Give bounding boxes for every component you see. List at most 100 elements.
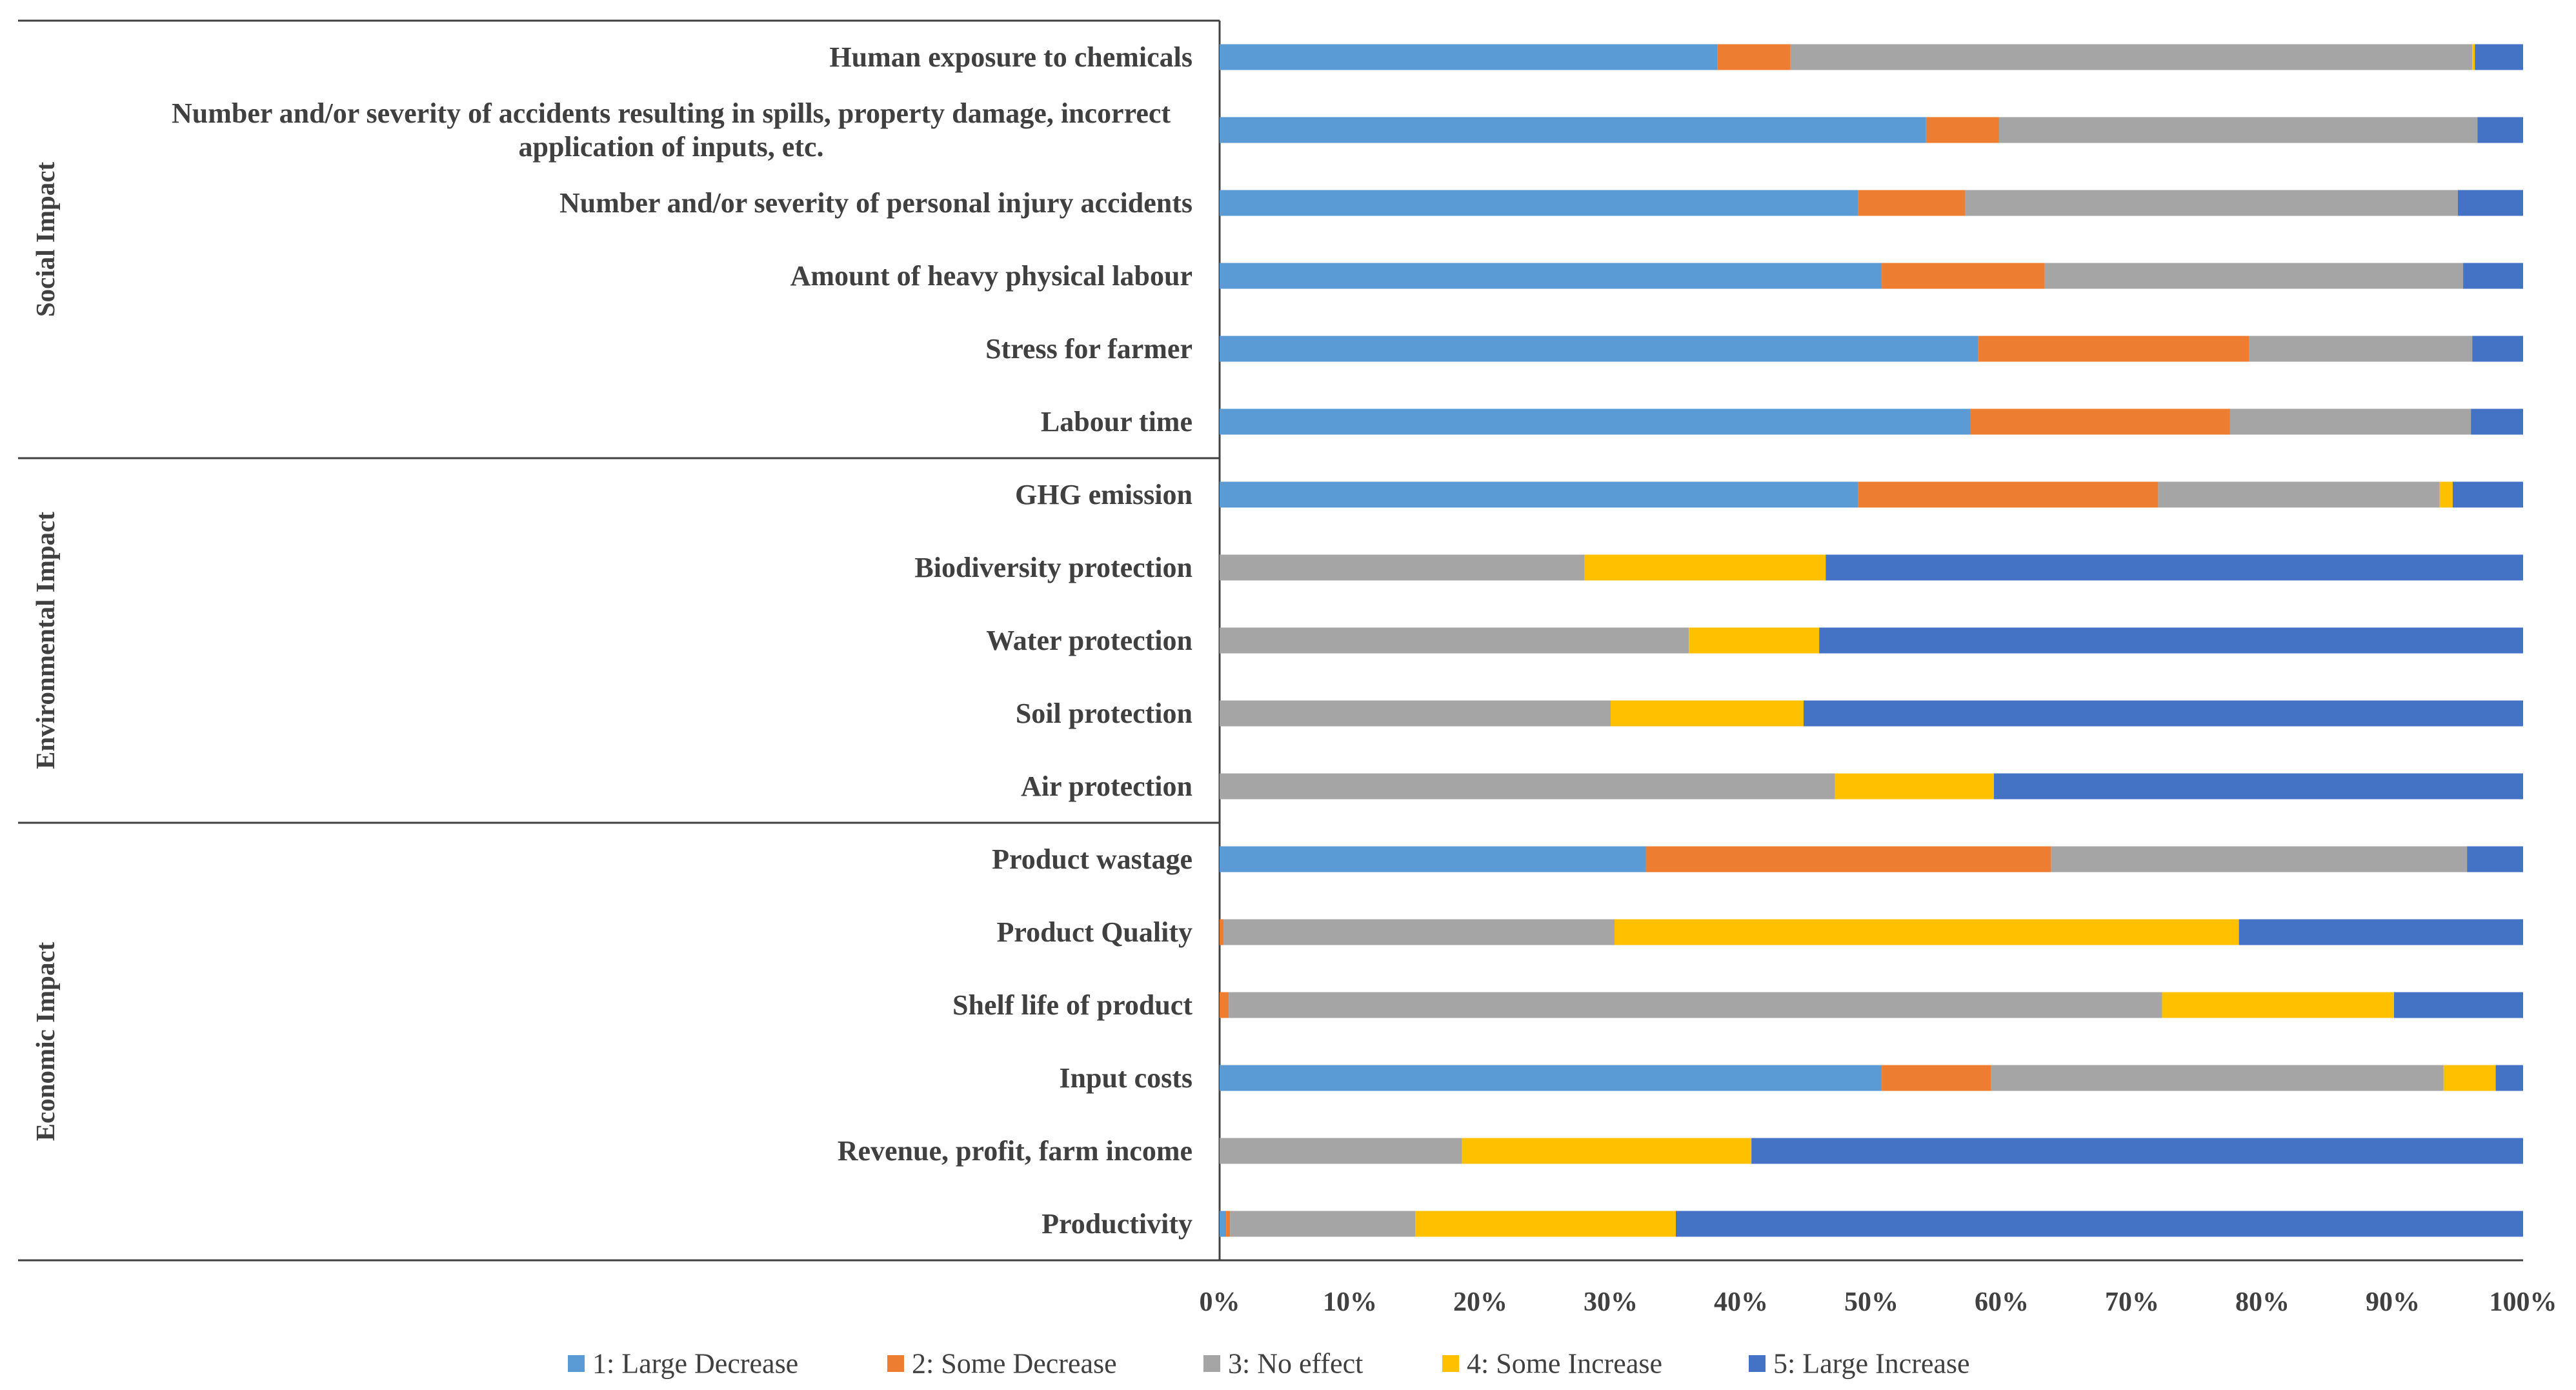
bar-segment [2467, 846, 2523, 872]
bar-segment [1220, 846, 1646, 872]
bar-segment [1584, 554, 1826, 581]
category-label: Number and/or severity of accidents resu… [172, 97, 1171, 129]
bar-segment [1230, 1211, 1415, 1237]
bar-segment [1991, 1065, 2444, 1091]
category-label: Product wastage [992, 843, 1192, 875]
bar-segment [2394, 992, 2523, 1018]
legend-swatch [568, 1355, 585, 1372]
group-label: Economic Impact [30, 942, 60, 1141]
bar-segment [2477, 117, 2523, 143]
bar-segment [1462, 1138, 1752, 1164]
legend-label: 1: Large Decrease [592, 1348, 798, 1380]
bar-segment [1717, 44, 1791, 70]
bar-segment [1220, 117, 1926, 143]
category-label: Labour time [1041, 406, 1192, 438]
bar-segment [2229, 408, 2471, 435]
legend-swatch [1442, 1355, 1459, 1372]
bar-segment [1223, 919, 1615, 945]
legend-label: 4: Some Increase [1467, 1348, 1662, 1380]
bar-segment [1220, 336, 1978, 362]
bar-segment [1220, 44, 1718, 70]
category-label: Shelf life of product [952, 989, 1192, 1021]
bar-segment [1220, 554, 1585, 581]
bar-segment [1858, 190, 1966, 216]
bar-segment [1611, 700, 1804, 727]
x-tick-label: 10% [1323, 1287, 1377, 1317]
bar-segment [1965, 190, 2458, 216]
bar-segment [1676, 1211, 2523, 1237]
category-label: Human exposure to chemicals [829, 41, 1192, 73]
category-label: Productivity [1041, 1208, 1192, 1240]
category-label: Number and/or severity of personal injur… [559, 187, 1192, 219]
bar-segment [1882, 263, 2045, 289]
bar-segment [2495, 1065, 2523, 1091]
bar-segment [1220, 992, 1229, 1018]
x-tick-label: 0% [1200, 1287, 1240, 1317]
bar-segment [1835, 773, 1994, 800]
bar-segment [1645, 846, 2051, 872]
bar-segment [1615, 919, 2239, 945]
x-tick-label: 90% [2366, 1287, 2420, 1317]
x-tick-label: 80% [2235, 1287, 2289, 1317]
bar-segment [1415, 1211, 1676, 1237]
category-label: Soil protection [1016, 698, 1192, 729]
x-tick-label: 60% [1975, 1287, 2029, 1317]
x-tick-label: 50% [1844, 1287, 1898, 1317]
x-tick-label: 70% [2105, 1287, 2159, 1317]
bar-segment [2471, 408, 2523, 435]
bar-segment [2475, 44, 2523, 70]
bar-segment [2443, 1065, 2496, 1091]
bar-segment [1220, 408, 1971, 435]
bar-segment [1226, 1211, 1231, 1237]
bar-segment [2463, 263, 2523, 289]
category-label: Amount of heavy physical labour [790, 260, 1192, 292]
bar-segment [1220, 481, 1858, 508]
bar-segment [1220, 627, 1689, 654]
category-label: Product Quality [996, 916, 1192, 948]
category-label: Revenue, profit, farm income [838, 1135, 1192, 1167]
bar-segment [1819, 627, 2523, 654]
bar-segment [2458, 190, 2523, 216]
bar-segment [2158, 481, 2440, 508]
bar-segment [1751, 1138, 2523, 1164]
bar-segment [1970, 408, 2230, 435]
bar-segment [2044, 263, 2464, 289]
bar-segment [1790, 44, 2473, 70]
group-label: Social Impact [30, 162, 60, 317]
bar-segment [1882, 1065, 1991, 1091]
bar-segment [1998, 117, 2478, 143]
bar-segment [1826, 554, 2523, 581]
group-label: Environmental Impact [30, 512, 60, 769]
legend-label: 5: Large Increase [1773, 1348, 1970, 1380]
bar-segment [1220, 263, 1882, 289]
legend-swatch [1749, 1355, 1766, 1372]
bar-segment [2472, 44, 2475, 70]
bar-segment [1229, 992, 2162, 1018]
legend-label: 2: Some Decrease [912, 1348, 1117, 1380]
legend-swatch [887, 1355, 904, 1372]
category-label: Biodiversity protection [914, 552, 1192, 583]
category-label: Stress for farmer [985, 333, 1192, 365]
bar-segment [1220, 1211, 1227, 1237]
x-tick-label: 30% [1584, 1287, 1638, 1317]
bar-segment [2162, 992, 2395, 1018]
bar-segment [1858, 481, 2158, 508]
bar-segment [1220, 1065, 1882, 1091]
bar-segment [2472, 336, 2523, 362]
category-label: GHG emission [1015, 479, 1192, 510]
legend-swatch [1203, 1355, 1220, 1372]
x-tick-label: 40% [1714, 1287, 1768, 1317]
bar-segment [1993, 773, 2523, 800]
bar-segment [2239, 919, 2523, 945]
bar-segment [1220, 700, 1611, 727]
bar-segment [2439, 481, 2453, 508]
category-label: Input costs [1059, 1062, 1192, 1094]
bar-segment [2051, 846, 2468, 872]
bar-segment [1220, 919, 1224, 945]
bar-segment [1220, 190, 1858, 216]
bar-segment [2249, 336, 2473, 362]
bar-segment [1220, 1138, 1462, 1164]
bar-segment [1803, 700, 2523, 727]
